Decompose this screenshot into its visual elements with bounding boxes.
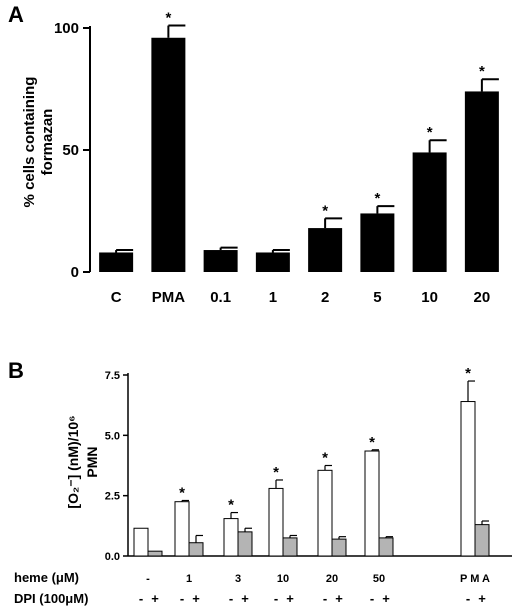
- panel-a: A % cells containing formazan 0 50 100 C * PM…: [8, 2, 499, 306]
- panel-b-letter: B: [8, 358, 24, 383]
- panel-a-bar-3: [255, 252, 290, 272]
- panel-b-dpi-minus-sign-2: -: [229, 591, 233, 606]
- panel-b-dpi-plus-sign-6: +: [478, 591, 486, 606]
- panel-a-y-tick-label-0: 0: [71, 264, 79, 281]
- panel-b-dpi-row-label: DPI (100μM): [14, 591, 88, 606]
- panel-b-y-tick-label-3: 7.5: [105, 370, 120, 382]
- panel-b-bar-minus-dpi-6: [460, 401, 476, 557]
- panel-b-heme-label-6: P M A: [460, 573, 490, 585]
- panel-b-bar-plus-dpi-2: [237, 531, 253, 557]
- panel-b-dpi-minus-sign-3: -: [274, 591, 278, 606]
- panel-b-dpi-plus-sign-4: +: [335, 591, 343, 606]
- panel-b-significance-star-1: *: [179, 484, 185, 501]
- panel-b-dpi-minus-sign-0: -: [139, 591, 143, 606]
- panel-b-heme-label-1: 1: [186, 573, 192, 585]
- panel-b-bar-minus-dpi-3: [268, 487, 284, 557]
- panel-a-x-tick-label-2: 0.1: [210, 289, 231, 306]
- panel-b: B [O₂⁻] (nM)/10⁶ PMN heme (μM) DPI (100μ…: [8, 358, 512, 606]
- panel-a-bar-5: [360, 213, 395, 272]
- panel-a-bar-7: [464, 91, 499, 272]
- panel-a-significance-star-1: *: [165, 10, 171, 27]
- panel-b-heme-row-label: heme (μM): [14, 570, 79, 585]
- panel-b-heme-label-2: 3: [235, 573, 241, 585]
- panel-b-dpi-minus-sign-6: -: [466, 591, 470, 606]
- panel-a-bar-4: [308, 228, 343, 272]
- panel-a-x-tick-label-4: 2: [321, 289, 329, 306]
- panel-b-heme-label-5: 50: [373, 573, 385, 585]
- panel-b-dpi-plus-sign-2: +: [241, 591, 249, 606]
- panel-b-y-tick-label-1: 2.5: [105, 491, 120, 503]
- panel-b-dpi-minus-sign-5: -: [370, 591, 374, 606]
- panel-b-significance-star-2: *: [228, 497, 234, 514]
- panel-a-y-tick-label-2: 100: [54, 20, 79, 37]
- panel-b-dpi-minus-sign-1: -: [180, 591, 184, 606]
- panel-b-bar-plus-dpi-5: [378, 537, 394, 557]
- panel-a-x-tick-label-1: PMA: [152, 289, 186, 306]
- panel-a-x-tick-label-7: 20: [474, 289, 491, 306]
- panel-b-heme-label-4: 20: [326, 573, 338, 585]
- panel-b-dpi-minus-sign-4: -: [323, 591, 327, 606]
- panel-a-x-tick-label-5: 5: [373, 289, 381, 306]
- panel-b-bar-plus-dpi-1: [188, 542, 204, 557]
- panel-b-heme-label-3: 10: [277, 573, 289, 585]
- panel-a-y-tick-label-1: 50: [62, 142, 79, 159]
- panel-a-significance-star-6: *: [427, 124, 433, 141]
- panel-a-x-tick-label-6: 10: [421, 289, 438, 306]
- panel-a-x-tick-label-3: 1: [269, 289, 277, 306]
- panel-b-heme-label-0: -: [146, 573, 150, 585]
- panel-a-significance-star-5: *: [374, 190, 380, 207]
- panel-b-significance-star-3: *: [273, 464, 279, 481]
- panel-b-y-tick-label-2: 5.0: [105, 430, 120, 442]
- panel-b-bar-plus-dpi-4: [331, 538, 347, 557]
- panel-b-significance-star-5: *: [369, 434, 375, 451]
- panel-b-dpi-plus-sign-5: +: [382, 591, 390, 606]
- panel-a-bar-2: [203, 250, 238, 272]
- panel-b-bar-minus-dpi-2: [223, 518, 239, 557]
- panel-b-bar-plus-dpi-0: [147, 550, 163, 557]
- panel-b-significance-star-6: *: [465, 365, 471, 382]
- panel-b-bar-minus-dpi-4: [317, 469, 333, 557]
- panel-a-bar-6: [412, 152, 447, 272]
- panel-b-y-tick-label-0: 0.0: [105, 551, 120, 563]
- panel-b-dpi-plus-sign-1: +: [192, 591, 200, 606]
- panel-b-bar-minus-dpi-0: [133, 527, 149, 557]
- panel-a-significance-star-4: *: [322, 202, 328, 219]
- panel-a-y-axis-title-line-2: formazan: [39, 109, 56, 176]
- panel-b-bar-minus-dpi-1: [174, 501, 190, 557]
- panel-b-dpi-plus-sign-0: +: [151, 591, 159, 606]
- panel-a-x-tick-label-0: C: [111, 289, 122, 306]
- panel-b-bar-plus-dpi-6: [474, 524, 490, 557]
- panel-a-significance-star-7: *: [479, 63, 485, 80]
- panel-b-significance-star-4: *: [322, 450, 328, 467]
- panel-a-letter: A: [8, 2, 24, 27]
- panel-a-bar-0: [99, 252, 134, 272]
- panel-b-bar-minus-dpi-5: [364, 450, 380, 557]
- panel-b-dpi-plus-sign-3: +: [286, 591, 294, 606]
- panel-b-y-axis-title-line-2: PMN: [84, 446, 100, 477]
- panel-a-bar-1: [151, 37, 186, 273]
- panel-b-bar-plus-dpi-3: [282, 537, 298, 557]
- panel-b-y-axis-title-line-1: [O₂⁻] (nM)/10⁶: [65, 415, 81, 508]
- panel-a-y-axis-title-line-1: % cells containing: [21, 77, 38, 208]
